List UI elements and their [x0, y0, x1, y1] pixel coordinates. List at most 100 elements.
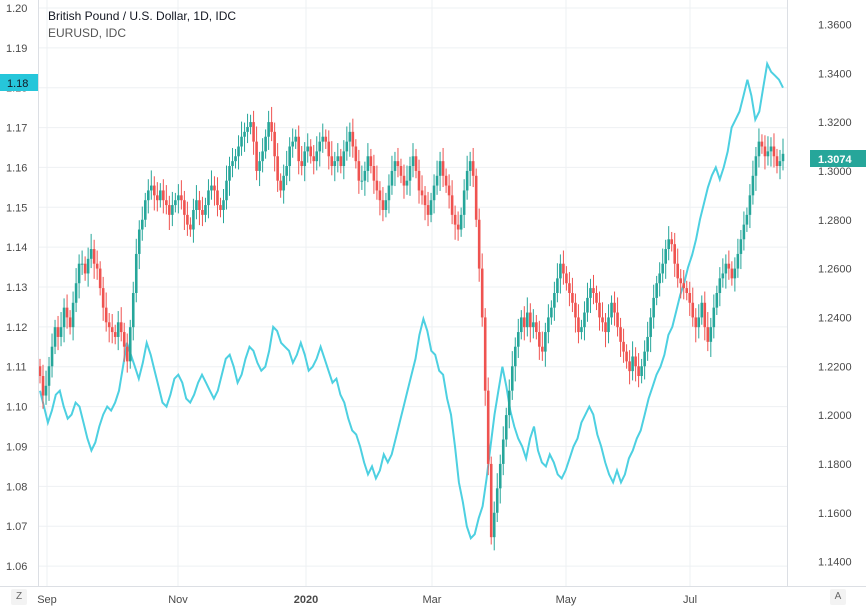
candle-body [745, 214, 749, 225]
candle-body [676, 263, 680, 279]
candle-body [477, 219, 481, 269]
candle-body [330, 156, 334, 167]
left-tick-label: 1.06 [6, 561, 27, 573]
candle-body [480, 268, 484, 318]
candle-body [438, 161, 442, 176]
candle-body [607, 317, 610, 333]
candle-body [174, 200, 177, 206]
candle-body [86, 258, 90, 274]
right-tick-label: 1.3000 [818, 166, 852, 178]
candle-body [270, 122, 273, 132]
candle-body [165, 200, 168, 206]
candle-body [697, 317, 701, 328]
candle-body [243, 131, 246, 137]
candle-body [267, 122, 270, 137]
candle-body [688, 293, 692, 303]
candle-body [541, 346, 544, 352]
candle-body [381, 200, 385, 210]
candle-body [414, 156, 418, 171]
candle-body [417, 170, 421, 191]
candle-body [670, 239, 674, 245]
right-axis[interactable]: 1.3600 1.3400 1.3200 1.3000 1.2800 1.2600 1.24… [818, 19, 852, 568]
candle-body [583, 312, 586, 328]
candle-body [760, 141, 764, 147]
right-tick-label: 1.2200 [818, 361, 852, 373]
candle-body [553, 293, 556, 308]
candle-body [149, 185, 153, 191]
candle-body [306, 146, 310, 152]
candle-body [586, 297, 589, 313]
candle-body [616, 312, 619, 328]
left-tick-label: 1.14 [6, 242, 27, 254]
candle-body [357, 161, 361, 181]
candle-body [198, 200, 201, 210]
candle-body [535, 322, 538, 333]
candle-body [655, 283, 658, 298]
candle-body [201, 209, 204, 215]
candle-body [315, 151, 319, 162]
candle-body [516, 332, 520, 347]
candle-body [492, 512, 496, 538]
candle-body [748, 195, 752, 215]
right-tick-label: 1.2400 [818, 312, 852, 324]
candle-body [210, 185, 213, 191]
candle-body [679, 278, 683, 284]
candle-body [532, 322, 535, 328]
candle-body [706, 327, 710, 342]
candle-body [405, 180, 409, 186]
candle-body [766, 151, 770, 157]
right-tick-label: 1.2600 [818, 264, 852, 276]
candle-body [589, 288, 592, 298]
time-tick-label: Jul [683, 594, 697, 606]
time-tick-label: May [556, 594, 577, 606]
candle-body [234, 156, 237, 162]
candle-body [727, 263, 731, 269]
left-price-tag: 1.18 [0, 74, 38, 91]
candle-body [426, 205, 430, 215]
candle-body [146, 190, 150, 201]
candle-body [577, 317, 580, 333]
zoom-button[interactable]: Z [11, 589, 27, 605]
candle-body [264, 136, 267, 152]
candle-body [68, 317, 72, 328]
candle-body [92, 249, 96, 264]
eurusd-series [39, 60, 784, 541]
candle-body [489, 463, 493, 538]
candle-body [513, 346, 517, 367]
candle-body [691, 302, 695, 318]
candle-body [565, 273, 568, 284]
candle-body [444, 175, 448, 186]
candle-body [384, 200, 388, 210]
candle-body [98, 268, 102, 289]
candle-body [291, 141, 294, 147]
right-tick-label: 1.1800 [818, 459, 852, 471]
candle-body [213, 185, 216, 191]
candle-body [712, 307, 716, 328]
candle-body [559, 263, 562, 279]
candle-body [50, 346, 54, 367]
candle-body [471, 161, 475, 176]
candle-body [547, 317, 550, 333]
eurusd-line [39, 60, 784, 541]
candle-body [333, 161, 337, 167]
auto-scale-button[interactable]: A [830, 589, 846, 605]
candle-body [634, 356, 637, 367]
candle-body [474, 175, 478, 220]
right-tick-label: 1.1600 [818, 508, 852, 520]
candle-body [168, 205, 171, 215]
left-axis[interactable]: 1.20 1.19 1.18 1.17 1.16 1.15 1.14 1.13 1.12 1.11… [6, 3, 27, 573]
candle-body [661, 263, 664, 274]
time-axis[interactable]: Sep Nov 2020 Mar May Jul [37, 594, 697, 606]
candle-body [402, 175, 406, 186]
left-tick-label: 1.11 [6, 362, 27, 374]
candle-body [721, 273, 725, 279]
left-tick-label: 1.16 [6, 162, 27, 174]
candle-body [685, 288, 689, 293]
candle-body [369, 156, 373, 167]
candle-body [89, 249, 93, 259]
candle-body [465, 170, 469, 191]
candle-body [724, 263, 728, 274]
candle-body [390, 170, 394, 186]
candle-body [44, 385, 48, 396]
